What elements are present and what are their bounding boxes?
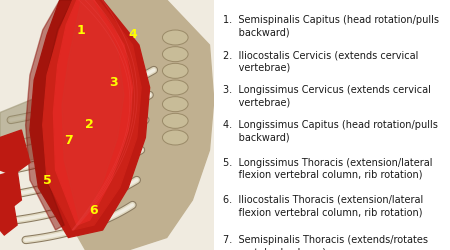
Polygon shape	[30, 0, 149, 238]
Text: 3.  Longissimus Cervicus (extends cervical
     vertebrae): 3. Longissimus Cervicus (extends cervica…	[223, 85, 431, 108]
Text: 7: 7	[64, 134, 73, 146]
Text: 3: 3	[109, 76, 117, 89]
Polygon shape	[43, 0, 141, 230]
Polygon shape	[0, 130, 30, 175]
Text: 5: 5	[43, 174, 51, 186]
Ellipse shape	[162, 113, 188, 128]
Polygon shape	[54, 0, 133, 225]
Ellipse shape	[162, 30, 188, 45]
Text: 5.  Longissimus Thoracis (extension/lateral
     flexion vertebral column, rib r: 5. Longissimus Thoracis (extension/later…	[223, 158, 433, 180]
Polygon shape	[0, 95, 60, 162]
Text: 6: 6	[90, 204, 99, 216]
Text: 7.  Semispinalis Thoracis (extends/rotates
     vertebral column): 7. Semispinalis Thoracis (extends/rotate…	[223, 235, 428, 250]
Ellipse shape	[162, 63, 188, 78]
Polygon shape	[60, 0, 214, 250]
Text: 4: 4	[128, 28, 137, 42]
Text: 4.  Longissimus Capitus (head rotation/pulls
     backward): 4. Longissimus Capitus (head rotation/pu…	[223, 120, 438, 142]
Polygon shape	[0, 170, 22, 210]
Ellipse shape	[162, 97, 188, 112]
Text: 1: 1	[77, 24, 86, 36]
Text: 1.  Semispinalis Capitus (head rotation/pulls
     backward): 1. Semispinalis Capitus (head rotation/p…	[223, 15, 439, 38]
Polygon shape	[0, 200, 17, 235]
Ellipse shape	[162, 47, 188, 62]
Text: 2: 2	[86, 118, 94, 132]
Ellipse shape	[162, 80, 188, 95]
Polygon shape	[26, 0, 73, 230]
Ellipse shape	[162, 130, 188, 145]
Text: 6.  Iliocostalis Thoracis (extension/lateral
     flexion vertebral column, rib : 6. Iliocostalis Thoracis (extension/late…	[223, 195, 423, 218]
Text: 2.  Iliocostalis Cervicis (extends cervical
     vertebrae): 2. Iliocostalis Cervicis (extends cervic…	[223, 50, 418, 72]
Polygon shape	[62, 0, 124, 220]
Polygon shape	[0, 0, 214, 250]
